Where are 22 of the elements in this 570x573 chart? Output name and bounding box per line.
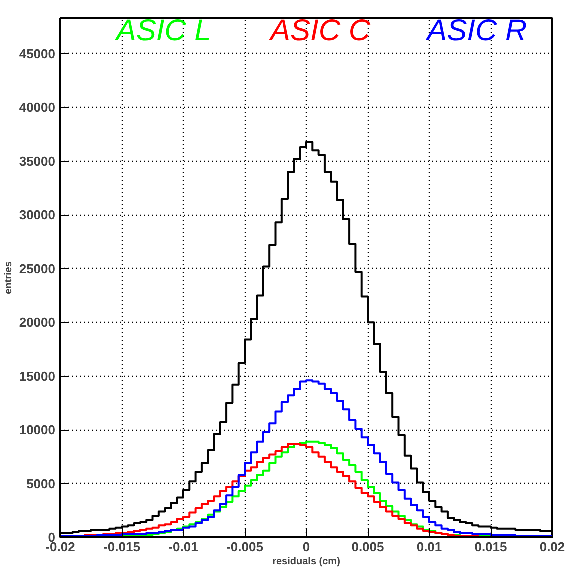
x-tick-label: -0.005: [226, 540, 264, 554]
y-tick-label: 30000: [19, 208, 56, 223]
text: ASIC R: [425, 14, 528, 48]
text: ASIC C: [268, 14, 371, 48]
text: ASIC L: [114, 14, 212, 48]
x-tick-label: 0.01: [416, 540, 442, 554]
x-axis-title: residuals (cm): [272, 556, 340, 568]
y-tick-label: 15000: [19, 368, 56, 384]
x-tick-label: 0.015: [474, 540, 508, 554]
y-axis-title: entries: [3, 261, 14, 294]
x-tick-label: -0.01: [168, 540, 198, 554]
y-tick-label: 45000: [19, 46, 56, 62]
x-tick-label: 0.02: [540, 540, 566, 554]
x-tick-label: 0.005: [352, 540, 384, 554]
y-tick-label: 10000: [19, 422, 56, 438]
y-tick-label: 35000: [19, 154, 56, 169]
y-tick-label: 20000: [19, 315, 56, 330]
x-tick-label: 0: [302, 540, 310, 554]
y-tick-label: 5000: [26, 476, 56, 492]
y-tick-label: 40000: [19, 100, 56, 116]
x-tick-label: -0.015: [104, 540, 140, 554]
y-tick-label: 25000: [19, 261, 56, 276]
